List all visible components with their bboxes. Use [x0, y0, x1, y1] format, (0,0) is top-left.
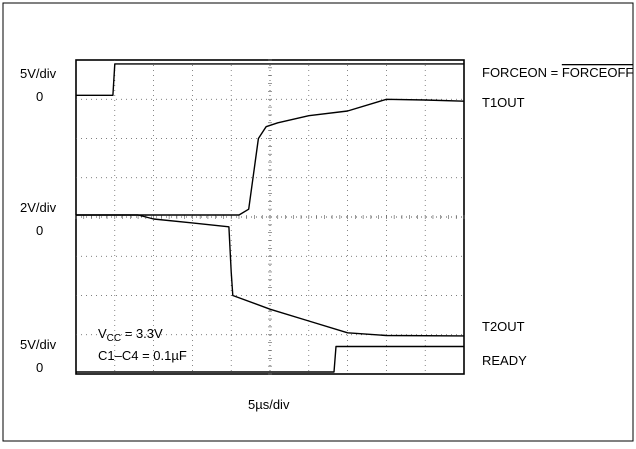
scale-label-top: 5V/div: [20, 66, 57, 81]
trace-label-forceon: FORCEON = FORCEOFF: [482, 65, 633, 80]
cap-annotation: C1–C4 = 0.1µF: [98, 348, 187, 363]
time-base-label: 5µs/div: [248, 397, 290, 412]
scale-label-bot: 5V/div: [20, 337, 57, 352]
vcc-sub: CC: [107, 333, 121, 344]
trace-label-forceoff-overline: FORCEOFF: [562, 65, 634, 80]
trace-layer: [76, 63, 465, 373]
vcc-rest: = 3.3V: [121, 326, 163, 341]
scale-label-mid: 2V/div: [20, 200, 57, 215]
figure-border: [2, 2, 634, 442]
trace-label-forceon-left: FORCEON =: [482, 65, 562, 80]
vcc-annotation: VCC = 3.3V: [98, 326, 163, 344]
trace-ready: [76, 345, 464, 373]
zero-label-top: 0: [36, 89, 43, 104]
trace-label-ready: READY: [482, 353, 527, 368]
zero-label-bot: 0: [36, 360, 43, 375]
trace-label-t1out: T1OUT: [482, 95, 525, 110]
trace-t1out: [76, 98, 465, 216]
vcc-main: V: [98, 326, 107, 341]
trace-forceon-forceoff: [76, 63, 464, 97]
zero-label-mid: 0: [36, 223, 43, 238]
trace-label-t2out: T2OUT: [482, 319, 525, 334]
trace-t2out: [76, 214, 465, 337]
